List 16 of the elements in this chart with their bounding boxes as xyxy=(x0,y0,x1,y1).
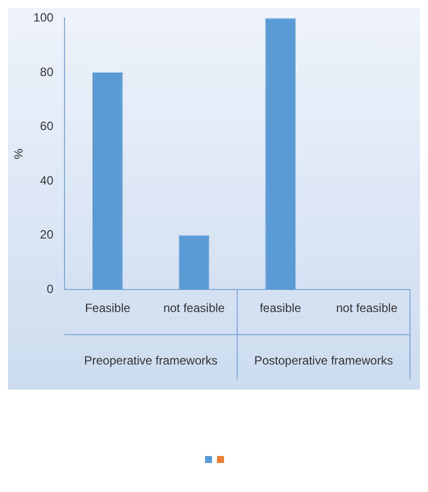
bar xyxy=(92,72,123,290)
bar xyxy=(265,18,296,290)
x-tick-label: Feasible xyxy=(84,301,131,316)
y-tick-label: 100 xyxy=(33,10,54,25)
text: Postoperative frameworks xyxy=(254,354,393,368)
x-tick-label: not feasible xyxy=(163,301,226,316)
bar xyxy=(178,235,210,290)
x-tick-label: not feasible xyxy=(336,301,398,316)
y-axis-title: % xyxy=(12,148,26,160)
x-tick-label: feasible xyxy=(260,301,302,316)
y-tick-label: 60 xyxy=(40,119,54,134)
y-tick-label: 40 xyxy=(40,173,54,188)
y-tick-label: 0 xyxy=(46,282,54,296)
y-tick-label: 80 xyxy=(40,64,54,79)
y-tick-label: 20 xyxy=(40,228,54,242)
text: Preoperative frameworks xyxy=(84,354,218,368)
